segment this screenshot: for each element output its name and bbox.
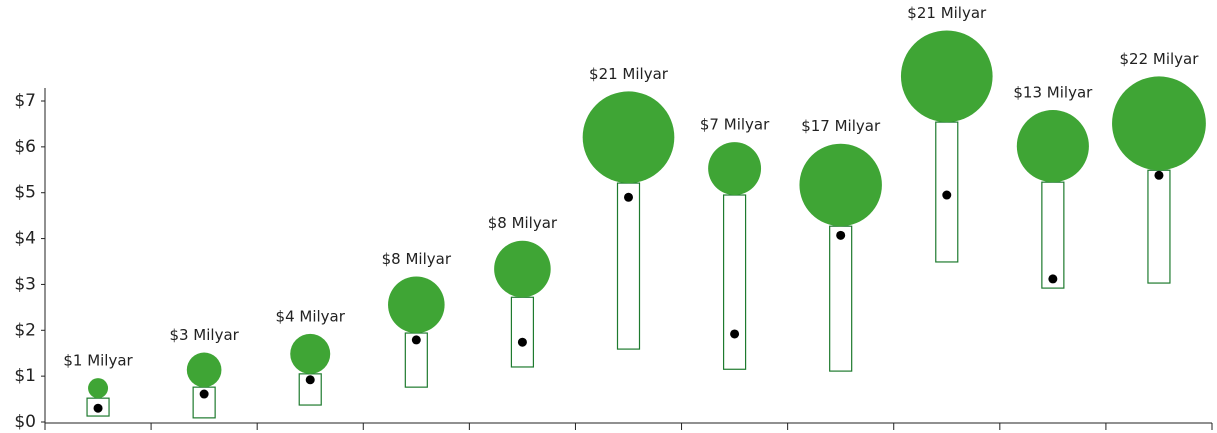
range-bar — [829, 225, 853, 372]
y-tick-label: $4 — [14, 229, 36, 249]
value-dot — [942, 190, 952, 200]
bubble — [1112, 76, 1206, 171]
bubble — [1016, 110, 1089, 183]
range-bar — [1147, 169, 1171, 284]
bubble — [900, 30, 993, 123]
range-bar — [616, 182, 641, 350]
value-dot — [1154, 170, 1164, 180]
bubble-label: $1 Milyar — [63, 352, 133, 370]
bubble — [290, 333, 331, 374]
y-tick-label: $7 — [14, 91, 36, 111]
bubble-label: $22 Milyar — [1119, 50, 1199, 68]
value-dot — [1048, 274, 1058, 284]
bubble-label: $8 Milyar — [382, 250, 452, 268]
bubble — [799, 143, 882, 227]
value-dot — [199, 389, 209, 399]
value-dot — [730, 329, 740, 339]
bubble — [582, 91, 675, 184]
bubble-label: $21 Milyar — [589, 65, 669, 83]
bubble-label: $13 Milyar — [1013, 84, 1093, 102]
value-dot — [836, 230, 846, 240]
value-dot — [305, 375, 315, 385]
bubble — [186, 352, 222, 388]
bubble-label: $17 Milyar — [801, 117, 881, 135]
bubble-label: $21 Milyar — [907, 4, 987, 22]
y-tick-label: $5 — [14, 183, 36, 203]
y-tick-label: $3 — [14, 274, 36, 294]
bubble — [708, 142, 762, 196]
y-tick-label: $6 — [14, 137, 36, 157]
bubble-label: $4 Milyar — [276, 307, 346, 325]
range-bar — [1041, 181, 1065, 289]
y-tick-label: $1 — [14, 366, 36, 386]
bubble — [88, 378, 109, 399]
bubble-label: $3 Milyar — [169, 326, 239, 344]
bubble-label: $8 Milyar — [488, 214, 558, 232]
y-tick-label: $2 — [14, 320, 36, 340]
value-dot — [624, 192, 633, 202]
range-bar — [510, 296, 535, 368]
value-dot — [411, 335, 421, 345]
value-dot — [93, 403, 103, 413]
range-bar — [722, 194, 747, 370]
bubble-label: $7 Milyar — [700, 116, 770, 134]
value-dot — [517, 337, 527, 347]
bubble — [494, 240, 551, 298]
y-tick-label: $0 — [14, 412, 36, 432]
bubble — [388, 276, 445, 334]
